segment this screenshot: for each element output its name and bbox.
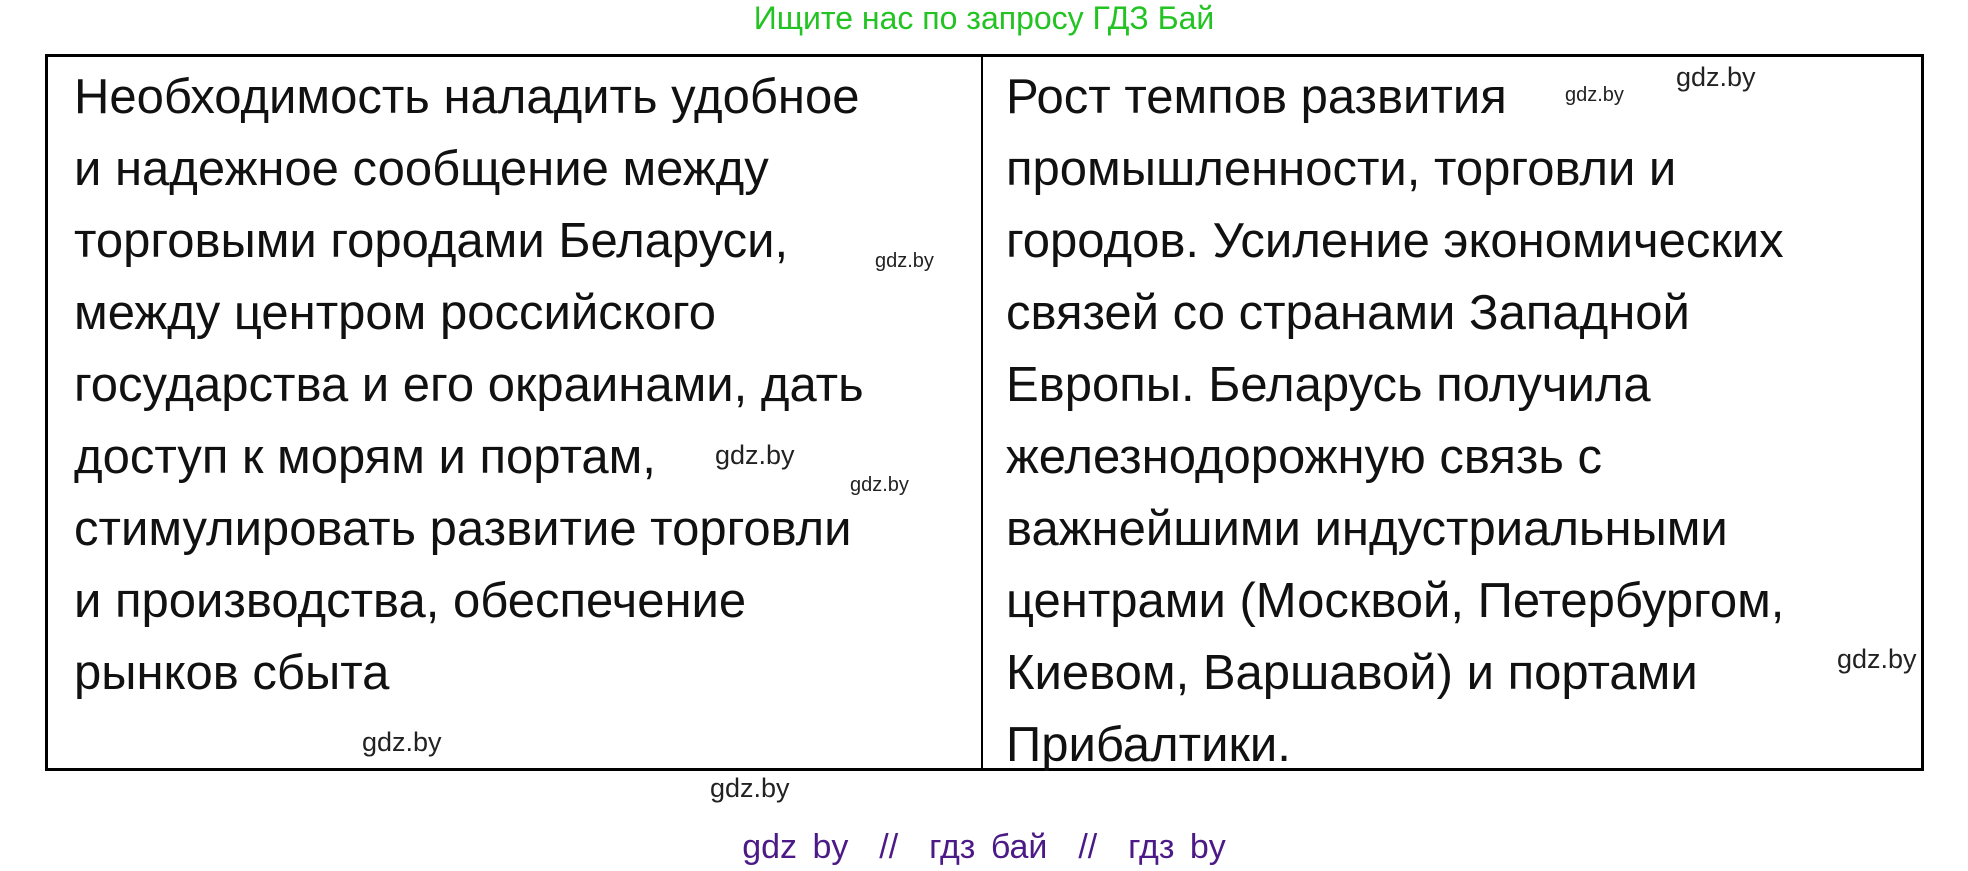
text-line: Необходимость наладить удобное (74, 70, 860, 124)
text-line: рынков сбыта (74, 646, 390, 700)
text-line: Европы. Беларусь получила (1006, 358, 1651, 412)
text-line: промышленности, торговли и (1006, 142, 1677, 196)
text-line: городов. Усиление экономических (1006, 214, 1784, 268)
text-line: торговыми городами Беларуси, (74, 214, 789, 268)
text-line: Прибалтики. (1006, 718, 1291, 772)
text-line: доступ к морям и портам, (74, 430, 656, 484)
text-line: стимулировать развитие торговли (74, 502, 852, 556)
watermark: gdz.by (710, 773, 790, 803)
watermark: gdz.by (1565, 84, 1624, 106)
watermark: gdz.by (1837, 644, 1917, 674)
watermark: gdz.by (875, 250, 934, 272)
column-divider (981, 57, 983, 768)
search-hint-title: Ищите нас по запросу ГДЗ Бай (753, 0, 1215, 36)
text-line: Киевом, Варшавой) и портами (1006, 646, 1698, 700)
text-line: железнодорожную связь с (1006, 430, 1602, 484)
answer-table: Необходимость наладить удобное и надежно… (45, 54, 1924, 772)
text-line: Рост темпов развития (1006, 70, 1507, 124)
watermark: gdz.by (715, 440, 795, 470)
text-line: и производства, обеспечение (74, 574, 747, 628)
text-line: связей со странами Западной (1006, 286, 1690, 340)
text-line: и надежное сообщение между (74, 142, 769, 196)
watermark: gdz.by (362, 727, 442, 757)
watermark: gdz.by (1676, 62, 1756, 92)
text-line: центрами (Москвой, Петербургом, (1006, 574, 1785, 628)
text-line: между центром российского (74, 286, 716, 340)
footer-watermark: gdz by // гдз бай // гдз by (742, 828, 1226, 866)
right-cell: Рост темпов развития промышленности, тор… (1006, 61, 1784, 781)
left-cell: Необходимость наладить удобное и надежно… (74, 61, 864, 709)
watermark: gdz.by (850, 474, 909, 496)
text-line: важнейшими индустриальными (1006, 502, 1728, 556)
text-line: государства и его окраинами, дать (74, 358, 864, 412)
